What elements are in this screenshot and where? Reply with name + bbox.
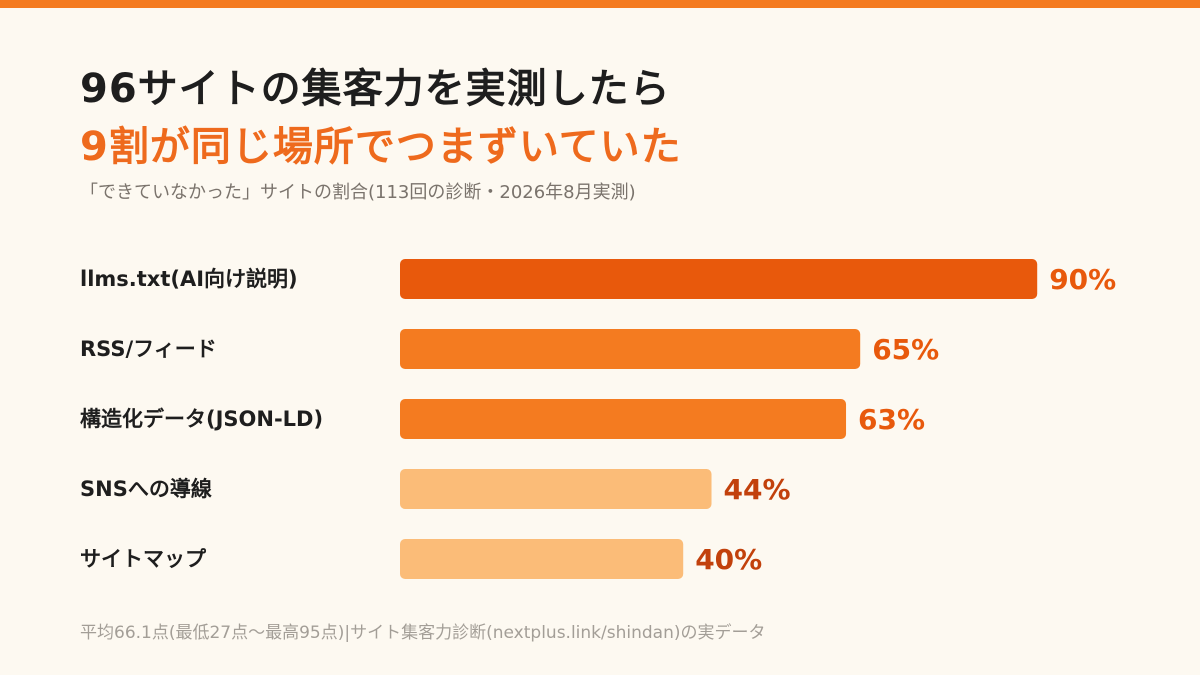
value-label: 44% — [724, 473, 791, 506]
category-label: SNSへの導線 — [80, 477, 212, 501]
chart-subtitle: 「できていなかった」サイトの割合(113回の診断・2026年8月実測) — [80, 182, 636, 203]
bar — [400, 539, 684, 579]
value-label: 65% — [872, 333, 939, 366]
category-label: 構造化データ(JSON-LD) — [80, 407, 323, 431]
category-label: RSS/フィード — [80, 337, 217, 361]
category-label: サイトマップ — [80, 547, 207, 571]
value-label: 63% — [858, 403, 925, 436]
bar — [400, 259, 1038, 299]
bar — [400, 399, 847, 439]
title-line-1: 96サイトの集客力を実測したら — [80, 66, 671, 112]
value-label: 90% — [1049, 263, 1116, 296]
bar — [400, 469, 712, 509]
bar — [400, 329, 861, 369]
top-accent-bar — [0, 0, 1200, 8]
category-label: llms.txt(AI向け説明) — [80, 267, 298, 291]
value-label: 40% — [695, 543, 762, 576]
title-line-2: 9割が同じ場所でつまずいていた — [80, 124, 682, 170]
footer-note: 平均66.1点(最低27点〜最高95点)|サイト集客力診断(nextplus.l… — [80, 623, 766, 643]
